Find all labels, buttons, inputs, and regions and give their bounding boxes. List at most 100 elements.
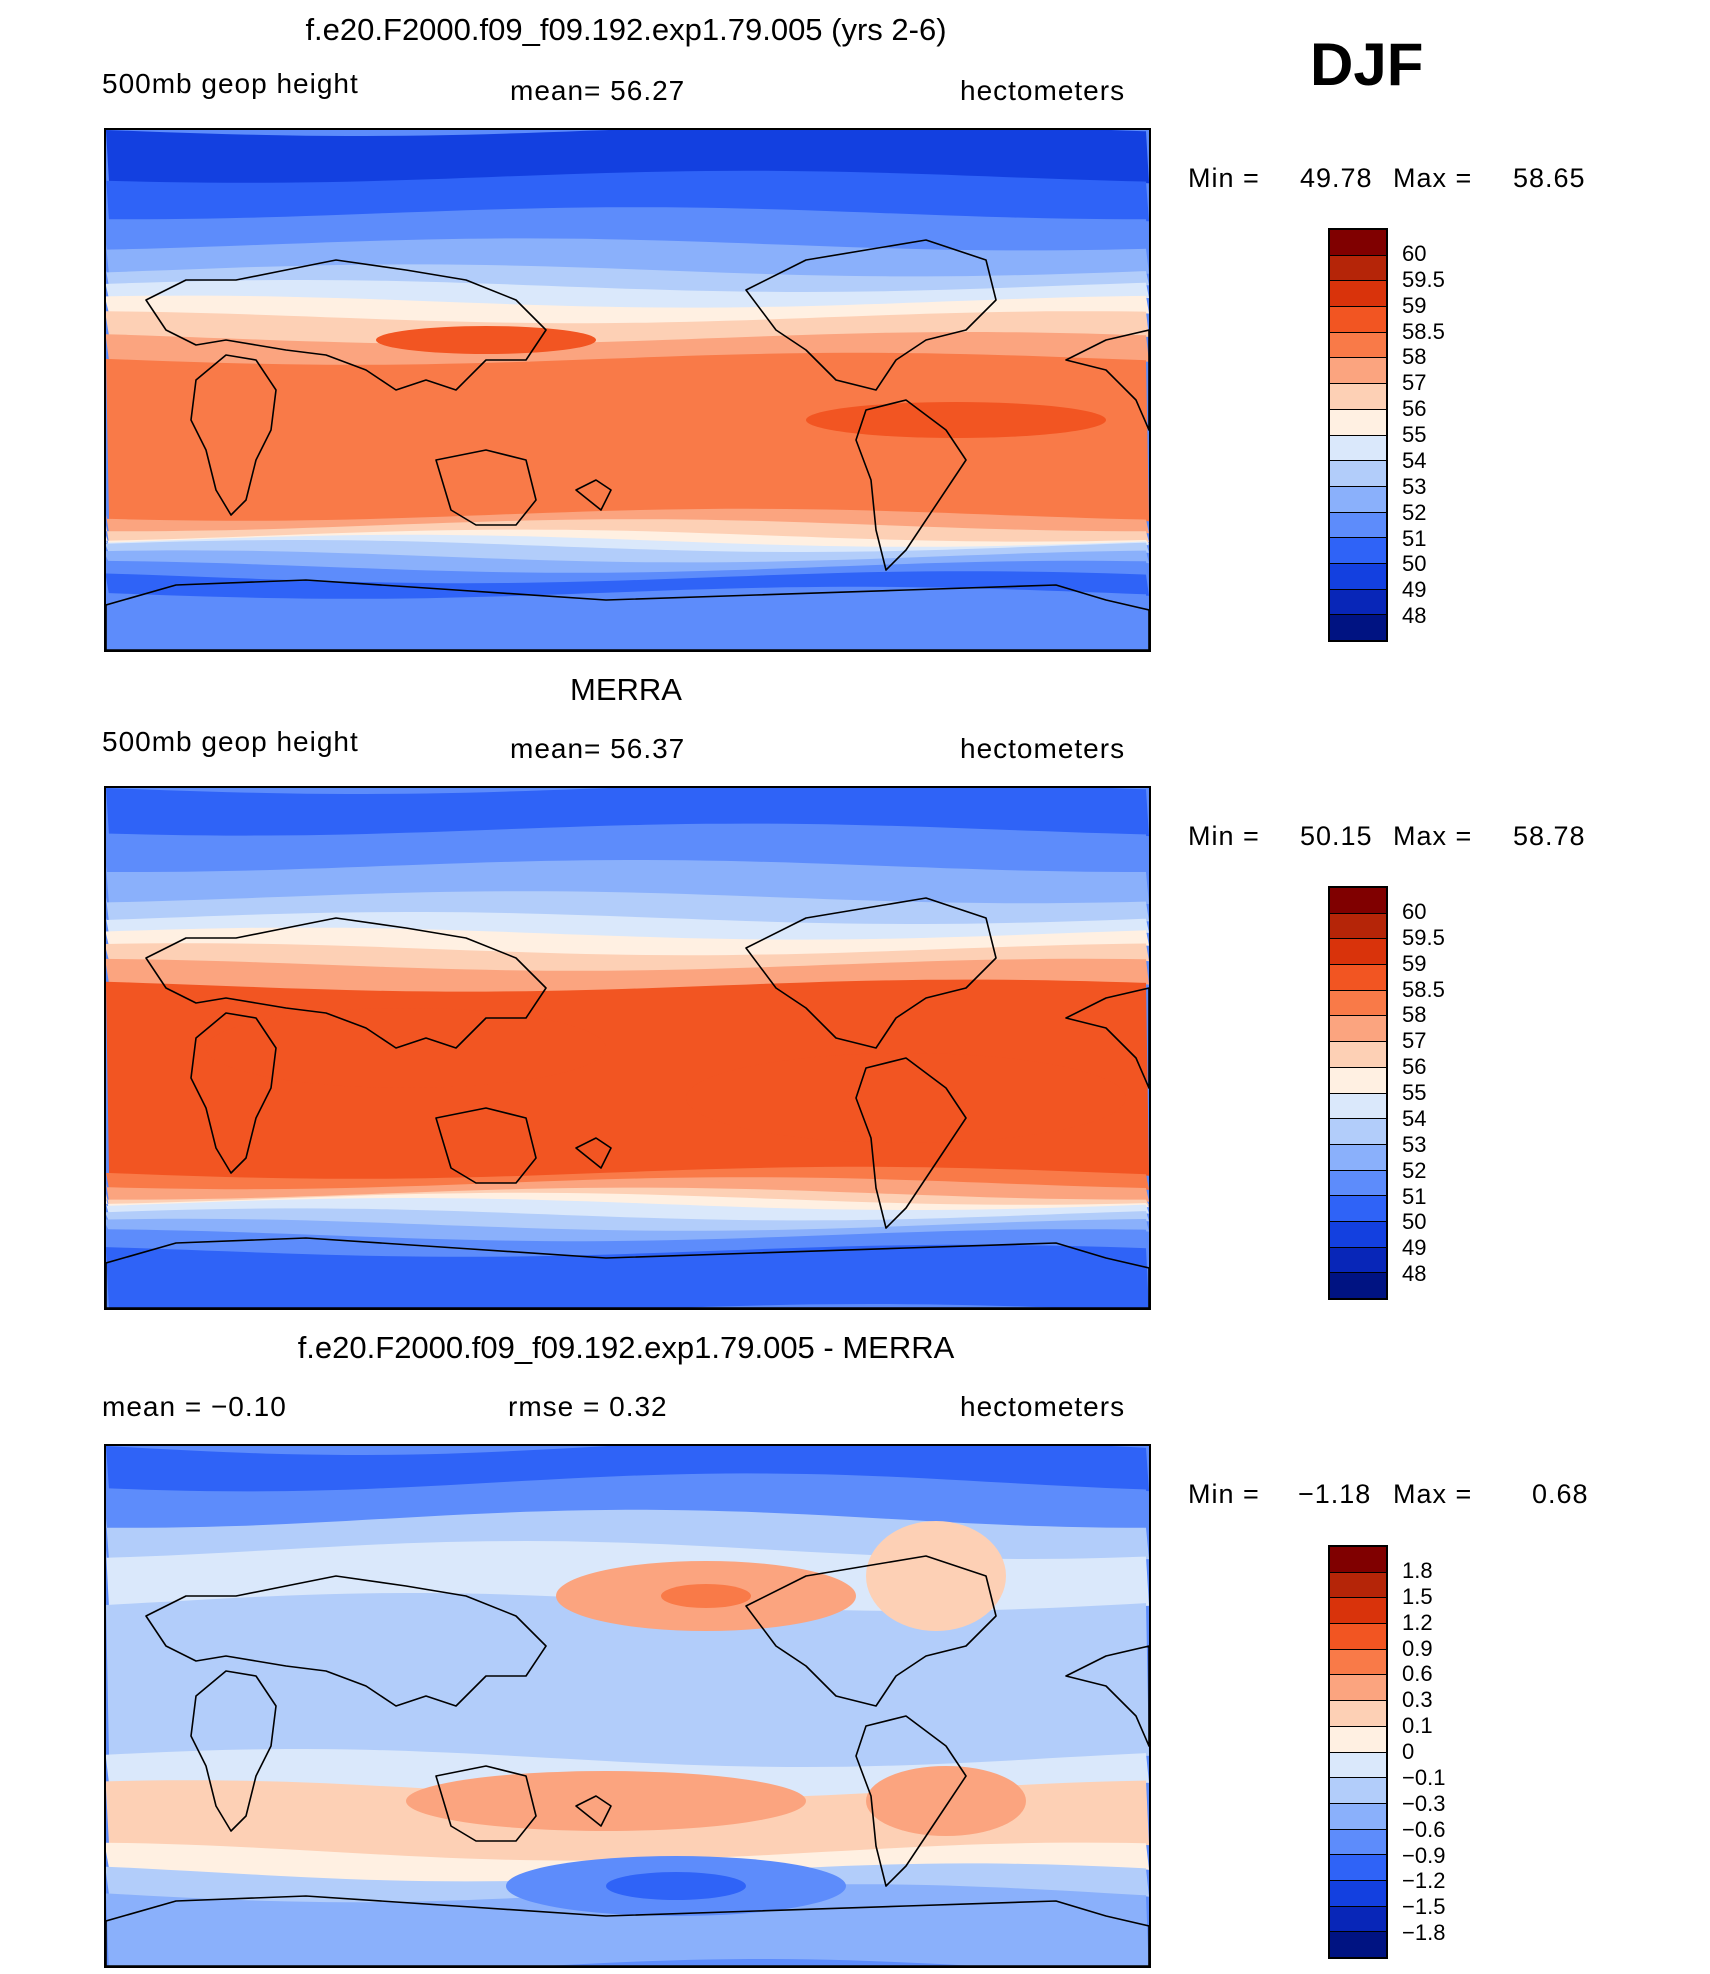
colorbar (1328, 228, 1388, 642)
colorbar-swatch (1330, 1247, 1386, 1274)
anomaly-blob-positive (406, 1771, 806, 1831)
contour-band (106, 1192, 1149, 1212)
colorbar-tick-label: 54 (1402, 447, 1427, 473)
contour-band (106, 943, 1149, 973)
colorbar-tick-label: 52 (1402, 499, 1427, 525)
colorbar-tick-label: 50 (1402, 551, 1427, 577)
high-core (686, 1053, 1126, 1143)
colorbar-swatch (1330, 281, 1386, 308)
min-value: −1.18 (1298, 1479, 1372, 1509)
max-value: 58.65 (1513, 163, 1586, 193)
coastline (106, 579, 1149, 650)
colorbar-swatch (1330, 615, 1386, 640)
colorbar-tick-label: 48 (1402, 603, 1427, 629)
coastline (145, 259, 547, 391)
colorbar-swatch (1330, 1752, 1386, 1779)
coastline (855, 1715, 967, 1887)
colorbar-swatch (1330, 913, 1386, 940)
contour-band (106, 295, 1149, 326)
colorbar-tick-label: 57 (1402, 370, 1427, 396)
colorbar-swatch (1330, 1221, 1386, 1248)
colorbar-swatch (1330, 1144, 1386, 1171)
colorbar-tick-label: 55 (1402, 1080, 1427, 1105)
coastline (106, 1895, 1149, 1966)
max-label: Max = (1393, 1479, 1473, 1509)
variable-label: 500mb geop height (102, 68, 359, 99)
colorbar-swatch (1330, 1624, 1386, 1650)
colorbar-tick-label: 58.5 (1402, 318, 1445, 344)
panel-title: MERRA (570, 672, 682, 707)
colorbar-swatch (1330, 888, 1386, 914)
coastline (435, 1107, 537, 1184)
colorbar-swatch (1330, 1598, 1386, 1625)
colorbar-tick-label: 59.5 (1402, 924, 1445, 950)
coastline (106, 1237, 1149, 1308)
coastline (190, 1012, 277, 1174)
colorbar-tick-label: 60 (1402, 240, 1427, 266)
contour-band (106, 534, 1149, 554)
contour-band (106, 788, 1149, 838)
colorbar-swatch (1330, 332, 1386, 359)
max-value: 58.78 (1513, 821, 1586, 851)
colorbar-tick-label: 0.6 (1402, 1661, 1433, 1687)
contour-band (106, 280, 1149, 310)
contour-band (106, 823, 1149, 874)
colorbar-swatch (1330, 435, 1386, 462)
contour-band (106, 1884, 1149, 1966)
colorbar-swatch (1330, 1042, 1386, 1068)
colorbar-swatch (1330, 1016, 1386, 1043)
colorbar-swatch (1330, 461, 1386, 487)
coastline (435, 449, 537, 526)
coastline (145, 1575, 547, 1707)
colorbar-swatch (1330, 1170, 1386, 1197)
anomaly-blob-positive-core (661, 1584, 751, 1608)
coastline (145, 917, 547, 1049)
panel-title: f.e20.F2000.f09_f09.192.exp1.79.005 (yrs… (305, 12, 947, 47)
contour-band (106, 586, 1149, 650)
min-label: Min = (1188, 163, 1260, 193)
colorbar-swatch (1330, 1906, 1386, 1933)
colorbar-tick-label: 55 (1402, 422, 1427, 447)
colorbar-swatch (1330, 307, 1386, 333)
high-core (376, 326, 596, 354)
high-core (206, 1008, 606, 1088)
anomaly-blob-positive (866, 1766, 1026, 1836)
colorbar-tick-label: −1.5 (1402, 1894, 1446, 1920)
colorbar (1328, 1545, 1388, 1959)
colorbar-tick-label: −1.2 (1402, 1868, 1446, 1894)
colorbar-tick-label: 59 (1402, 950, 1427, 976)
colorbar-swatch (1330, 358, 1386, 385)
colorbar-swatch (1330, 1572, 1386, 1599)
coastline (1065, 1645, 1149, 1747)
colorbar-swatch (1330, 1547, 1386, 1573)
colorbar-swatch (1330, 1726, 1386, 1753)
colorbar-tick-label: 0.3 (1402, 1687, 1433, 1713)
colorbar-swatch (1330, 230, 1386, 256)
rmse-label: rmse = 0.32 (508, 1391, 668, 1422)
contour-band (106, 352, 1149, 523)
colorbar-tick-label: 1.2 (1402, 1609, 1433, 1635)
colorbar-tick-label: 51 (1402, 1183, 1427, 1209)
contour-band (106, 170, 1149, 222)
panel-title: f.e20.F2000.f09_f09.192.exp1.79.005 - ME… (297, 1330, 955, 1365)
coastline (855, 1057, 967, 1229)
contour-band (106, 958, 1149, 994)
units-label: hectometers (960, 1391, 1126, 1422)
min-label: Min = (1188, 1479, 1260, 1509)
colorbar-swatch (1330, 939, 1386, 966)
mean-label: mean = −0.10 (102, 1391, 287, 1422)
colorbar-swatch (1330, 1778, 1386, 1804)
contour-band (106, 927, 1149, 958)
contour-band (106, 1187, 1149, 1207)
mean-label: mean= 56.37 (510, 733, 686, 764)
colorbar-tick-label: 57 (1402, 1028, 1427, 1054)
colorbar-tick-label: −0.6 (1402, 1816, 1446, 1842)
min-label: Min = (1188, 821, 1260, 851)
colorbar-tick-label: 60 (1402, 898, 1427, 924)
contour-band (106, 332, 1149, 367)
max-value: 0.68 (1532, 1479, 1589, 1509)
colorbar-swatch (1330, 1829, 1386, 1856)
colorbar-tick-label: 1.8 (1402, 1557, 1433, 1583)
colorbar-swatch (1330, 1855, 1386, 1881)
colorbar-tick-label: 0 (1402, 1739, 1415, 1764)
